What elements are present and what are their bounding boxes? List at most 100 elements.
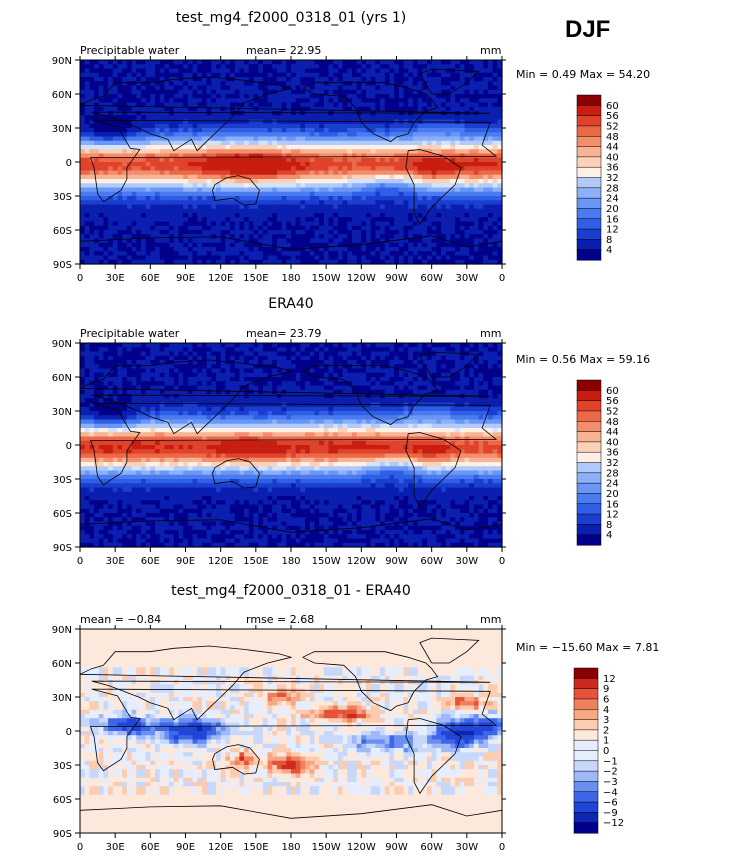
field-cell bbox=[159, 60, 165, 65]
field-cell bbox=[150, 221, 156, 227]
field-cell bbox=[98, 102, 105, 108]
field-cell bbox=[389, 204, 395, 210]
field-cell bbox=[478, 204, 484, 210]
field-cell bbox=[272, 196, 278, 201]
field-cell bbox=[80, 204, 86, 210]
field-cell bbox=[234, 111, 241, 116]
field-cell bbox=[375, 98, 381, 104]
field-cell bbox=[206, 225, 212, 231]
coastline bbox=[302, 82, 439, 143]
field-cell bbox=[267, 351, 273, 357]
field-cell bbox=[126, 225, 133, 231]
field-cell bbox=[497, 119, 503, 125]
field-cell bbox=[126, 72, 133, 78]
field-cell bbox=[356, 343, 362, 348]
field-cell bbox=[370, 123, 376, 129]
field-cell bbox=[370, 140, 376, 146]
field-cell bbox=[309, 102, 316, 108]
field-cell bbox=[94, 191, 100, 197]
field-cell bbox=[384, 179, 391, 184]
field-cell bbox=[136, 259, 142, 265]
field-cell bbox=[112, 217, 119, 223]
field-cell bbox=[192, 187, 198, 193]
field-cell bbox=[150, 149, 156, 155]
field-cell bbox=[131, 234, 137, 240]
field-cell bbox=[497, 68, 503, 74]
field-cell bbox=[309, 166, 316, 172]
field-cell bbox=[455, 242, 461, 248]
field-cell bbox=[478, 196, 484, 201]
field-cell bbox=[230, 64, 236, 70]
field-cell bbox=[145, 85, 151, 91]
field-cell bbox=[422, 77, 428, 82]
field-cell bbox=[375, 364, 381, 370]
field-cell bbox=[230, 145, 236, 150]
field-cell bbox=[483, 221, 489, 227]
field-cell bbox=[234, 242, 241, 248]
field-cell bbox=[117, 364, 123, 370]
field-cell bbox=[398, 242, 405, 248]
field-cell bbox=[122, 157, 128, 163]
field-cell bbox=[441, 355, 447, 361]
field-cell bbox=[323, 77, 330, 82]
field-cell bbox=[183, 102, 189, 108]
field-cell bbox=[309, 123, 316, 129]
field-cell bbox=[417, 347, 423, 353]
field-cell bbox=[347, 72, 353, 78]
field-cell bbox=[450, 174, 456, 180]
field-cell bbox=[403, 98, 409, 104]
field-cell bbox=[117, 162, 123, 167]
field-cell bbox=[426, 343, 433, 348]
field-cell bbox=[375, 174, 381, 180]
field-cell bbox=[445, 351, 452, 357]
field-cell bbox=[94, 368, 100, 374]
field-cell bbox=[469, 64, 475, 70]
field-cell bbox=[441, 343, 447, 348]
field-cell bbox=[169, 242, 175, 248]
field-cell bbox=[103, 355, 109, 361]
field-cell bbox=[164, 106, 170, 112]
field-cell bbox=[84, 102, 90, 108]
field-cell bbox=[375, 200, 381, 206]
field-cell bbox=[136, 64, 142, 70]
field-cell bbox=[258, 132, 264, 138]
field-cell bbox=[342, 170, 348, 176]
field-cell bbox=[112, 213, 119, 218]
field-cell bbox=[230, 208, 236, 214]
field-cell bbox=[201, 225, 208, 231]
x-tick-label: 90E bbox=[176, 273, 195, 284]
field-cell bbox=[187, 225, 194, 231]
field-cell bbox=[492, 94, 498, 99]
field-cell bbox=[122, 85, 128, 91]
field-cell bbox=[258, 351, 264, 357]
field-cell bbox=[281, 217, 287, 223]
field-cell bbox=[215, 183, 222, 189]
field-cell bbox=[300, 183, 306, 189]
field-cell bbox=[169, 72, 175, 78]
field-cell bbox=[333, 230, 339, 235]
field-cell bbox=[155, 351, 161, 357]
field-cell bbox=[169, 60, 175, 65]
field-cell bbox=[305, 225, 311, 231]
field-cell bbox=[178, 347, 184, 353]
field-cell bbox=[441, 230, 447, 235]
panel-left-label: Precipitable water bbox=[80, 44, 180, 57]
field-cell bbox=[192, 106, 198, 112]
field-cell bbox=[258, 225, 264, 231]
field-cell bbox=[333, 247, 339, 252]
field-cell bbox=[342, 111, 348, 116]
field-cell bbox=[112, 77, 119, 82]
field-cell bbox=[478, 72, 484, 78]
field-cell bbox=[398, 128, 405, 133]
colorbar-box bbox=[576, 115, 602, 127]
field-cell bbox=[173, 106, 180, 112]
x-tick-label: 120W bbox=[347, 273, 376, 284]
field-cell bbox=[112, 68, 119, 74]
field-cell bbox=[361, 351, 367, 357]
field-cell bbox=[248, 351, 255, 357]
field-cell bbox=[145, 242, 151, 248]
field-cell bbox=[230, 347, 236, 353]
field-cell bbox=[356, 255, 362, 261]
field-cell bbox=[201, 213, 208, 218]
field-cell bbox=[272, 132, 278, 138]
